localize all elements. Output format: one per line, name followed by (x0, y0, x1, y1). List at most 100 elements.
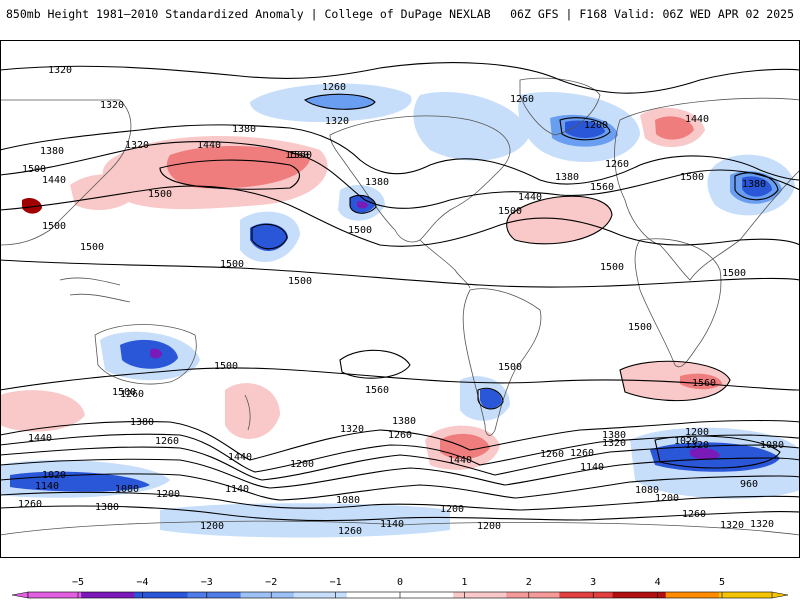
legend-swatch (346, 592, 401, 598)
contour-1260-pacific-low (304, 93, 376, 110)
map-title: 850mb Height 1981–2010 Standardized Anom… (6, 7, 491, 21)
legend-swatch (612, 592, 667, 598)
contour-label: 1560 (590, 182, 614, 193)
legend-tick-label: −4 (136, 577, 148, 588)
header: 850mb Height 1981–2010 Standardized Anom… (0, 0, 800, 34)
contour-label: 1440 (197, 140, 221, 151)
contour-label: 1320 (340, 424, 364, 435)
contour-1380-north (0, 124, 800, 185)
anomaly-legend: −5 −4 −3 −2 −1 0 1 2 3 4 5 (0, 570, 800, 600)
contour-label: 1500 (498, 362, 522, 373)
coast-indonesia (59, 277, 131, 303)
coast-central-america (419, 239, 471, 289)
contour-label: 1020 (674, 436, 698, 447)
coast-eurasia (614, 97, 800, 281)
contour-label: 1500 (600, 262, 624, 273)
contour-label: 1500 (22, 164, 46, 175)
contour-label: 1440 (448, 455, 472, 466)
anomaly-neg-chile-core (480, 388, 502, 409)
contour-label: 1260 (322, 82, 346, 93)
anomaly-neg-hawaii-mid (250, 223, 288, 252)
legend-swatch (665, 592, 720, 598)
contour-label: 960 (740, 479, 758, 490)
contour-label: 1500 (498, 206, 522, 217)
legend-tick-label: 1 (461, 577, 467, 588)
contour-label: 1500 (348, 225, 372, 236)
contour-label: 1020 (42, 470, 66, 481)
legend-ticks: −5 −4 −3 −2 −1 0 1 2 3 4 5 (72, 577, 725, 598)
anomaly-pos-siberia-core (22, 197, 42, 214)
contour-label: 1440 (28, 433, 52, 444)
contour-label: 1380 (365, 177, 389, 188)
legend-swatch (293, 592, 348, 598)
contour-label: 1260 (510, 94, 534, 105)
contour-label: 1080 (635, 485, 659, 496)
contour-label: 1320 (48, 65, 72, 76)
coast-east-asia (0, 99, 132, 246)
contour-label: 1260 (682, 509, 706, 520)
contour-1560-atlantic (506, 195, 613, 245)
contour-label: 1260 (338, 526, 362, 537)
contour-label: 1500 (722, 268, 746, 279)
legend-arrow-high (771, 591, 789, 599)
contour-1260-south (0, 457, 800, 489)
contour-label: 1380 (130, 417, 154, 428)
contour-label: 1500 (42, 221, 66, 232)
contour-label: 1320 (325, 116, 349, 127)
contour-1140-south (0, 491, 800, 511)
coastlines (0, 77, 800, 536)
anomaly-pos-europe-core (655, 116, 694, 140)
legend-tick-label: −3 (201, 577, 213, 588)
contour-label: 1260 (155, 436, 179, 447)
contour-label: 1560 (285, 150, 309, 161)
contour-label: 1200 (290, 459, 314, 470)
contour-1500-hawaii-low (251, 223, 288, 250)
contour-label: 1200 (584, 120, 608, 131)
coast-antarctica (0, 520, 800, 536)
contour-label: 1200 (655, 493, 679, 504)
anomaly-pos-sw-pacific (0, 390, 85, 432)
contour-label: 1380 (40, 146, 64, 157)
contour-1500-south (0, 367, 800, 391)
legend-tick-label: 2 (526, 577, 532, 588)
anomaly-neg-canada (413, 91, 530, 161)
contour-label: 1320 (750, 519, 774, 530)
contour-label: 1080 (115, 484, 139, 495)
contour-label: 1500 (112, 387, 136, 398)
contour-1560-south-pacific (339, 349, 411, 379)
contour-label: 1560 (365, 385, 389, 396)
contour-label: 1260 (540, 449, 564, 460)
legend-tick-label: 5 (719, 577, 725, 588)
map-svg: 1320 1320 1320 1260 1320 1260 1260 1200 … (0, 40, 800, 558)
contour-labels: 1320 1320 1320 1260 1320 1260 1260 1200 … (18, 65, 784, 537)
coast-australia (94, 324, 197, 385)
contour-1500-north (0, 185, 800, 247)
contour-1500-chile-low (477, 387, 504, 410)
anomaly-pos-alaska (70, 174, 140, 210)
anomaly-pos-atlantic (506, 196, 612, 244)
contour-label: 1200 (440, 504, 464, 515)
contour-label: 1260 (388, 430, 412, 441)
anomaly-neg-southern-ocean-east-core (690, 448, 720, 460)
contour-label: 1500 (680, 172, 704, 183)
contour-label: 1560 (288, 150, 312, 161)
contour-label: 1080 (336, 495, 360, 506)
contour-label: 1440 (685, 114, 709, 125)
legend-swatch (81, 592, 135, 598)
contour-label: 1500 (214, 361, 238, 372)
contour-1560-south-atlantic (619, 360, 731, 402)
contour-label: 1380 (555, 172, 579, 183)
contour-1500-tropics (0, 259, 800, 288)
anomaly-pos-south-atlantic (620, 361, 730, 401)
contour-label: 1440 (228, 452, 252, 463)
anomaly-neg-greenland-core (565, 120, 605, 138)
coast-north-america (329, 115, 511, 243)
anomaly-pos-north-pacific-core (166, 145, 310, 189)
legend-tick-label: −1 (330, 577, 342, 588)
contour-label: 1500 (220, 259, 244, 270)
contour-label: 1320 (125, 140, 149, 151)
contour-label: 1260 (18, 499, 42, 510)
coast-south-america (462, 288, 542, 436)
anomaly-neg-scandinavia-core (742, 176, 772, 197)
legend-swatch (28, 592, 82, 598)
